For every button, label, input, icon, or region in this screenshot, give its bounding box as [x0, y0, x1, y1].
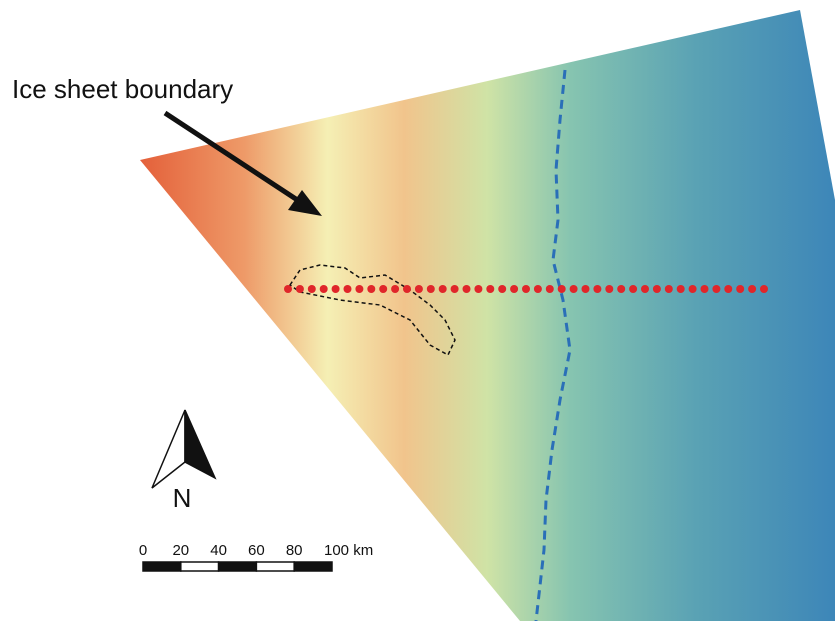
transect-dot	[355, 285, 363, 293]
transect-dot	[498, 285, 506, 293]
transect-dot	[677, 285, 685, 293]
transect-dot	[308, 285, 316, 293]
scale-segment	[256, 562, 294, 571]
transect-dot	[582, 285, 590, 293]
transect-dot	[486, 285, 494, 293]
transect-dot	[451, 285, 459, 293]
transect-dot	[379, 285, 387, 293]
transect-dot	[510, 285, 518, 293]
transect-dot	[558, 285, 566, 293]
transect-dot	[403, 285, 411, 293]
transect-dot	[701, 285, 709, 293]
scale-label: 60	[248, 542, 265, 559]
transect-dot	[463, 285, 471, 293]
transect-dot	[748, 285, 756, 293]
scale-segment	[219, 562, 257, 571]
north-arrow-left	[152, 410, 185, 488]
transect-dot	[284, 285, 292, 293]
transect-dot	[546, 285, 554, 293]
transect-dot	[617, 285, 625, 293]
scale-label: 20	[172, 542, 189, 559]
transect-dot	[605, 285, 613, 293]
transect-dot	[760, 285, 768, 293]
transect-dot	[712, 285, 720, 293]
transect-dot	[653, 285, 661, 293]
transect-dot	[391, 285, 399, 293]
transect-dot	[593, 285, 601, 293]
transect	[284, 285, 768, 293]
transect-dot	[474, 285, 482, 293]
transect-dot	[665, 285, 673, 293]
scale-segment	[181, 562, 219, 571]
map-raster	[140, 10, 835, 621]
transect-dot	[534, 285, 542, 293]
transect-dot	[629, 285, 637, 293]
annotation: Ice sheet boundary	[12, 74, 233, 104]
transect-dot	[522, 285, 530, 293]
transect-dot	[689, 285, 697, 293]
map: Ice sheet boundary N 0 20 40 60 80 100 km	[0, 0, 835, 621]
transect-dot	[344, 285, 352, 293]
scale-label: 40	[210, 542, 227, 559]
scale-segment	[294, 562, 332, 571]
transect-dot	[641, 285, 649, 293]
scale-segment	[143, 562, 181, 571]
transect-dot	[296, 285, 304, 293]
north-label: N	[173, 483, 192, 513]
scale-label: 80	[286, 542, 303, 559]
transect-dot	[724, 285, 732, 293]
transect-dot	[736, 285, 744, 293]
transect-dot	[570, 285, 578, 293]
scale-label: 100 km	[324, 542, 373, 559]
transect-dot	[415, 285, 423, 293]
transect-dot	[427, 285, 435, 293]
north-arrow-right	[185, 410, 215, 478]
scale-label: 0	[139, 542, 147, 559]
transect-dot	[332, 285, 340, 293]
transect-dot	[439, 285, 447, 293]
scale-bar: 0 20 40 60 80 100 km	[139, 542, 373, 571]
transect-dot	[367, 285, 375, 293]
transect-dot	[320, 285, 328, 293]
